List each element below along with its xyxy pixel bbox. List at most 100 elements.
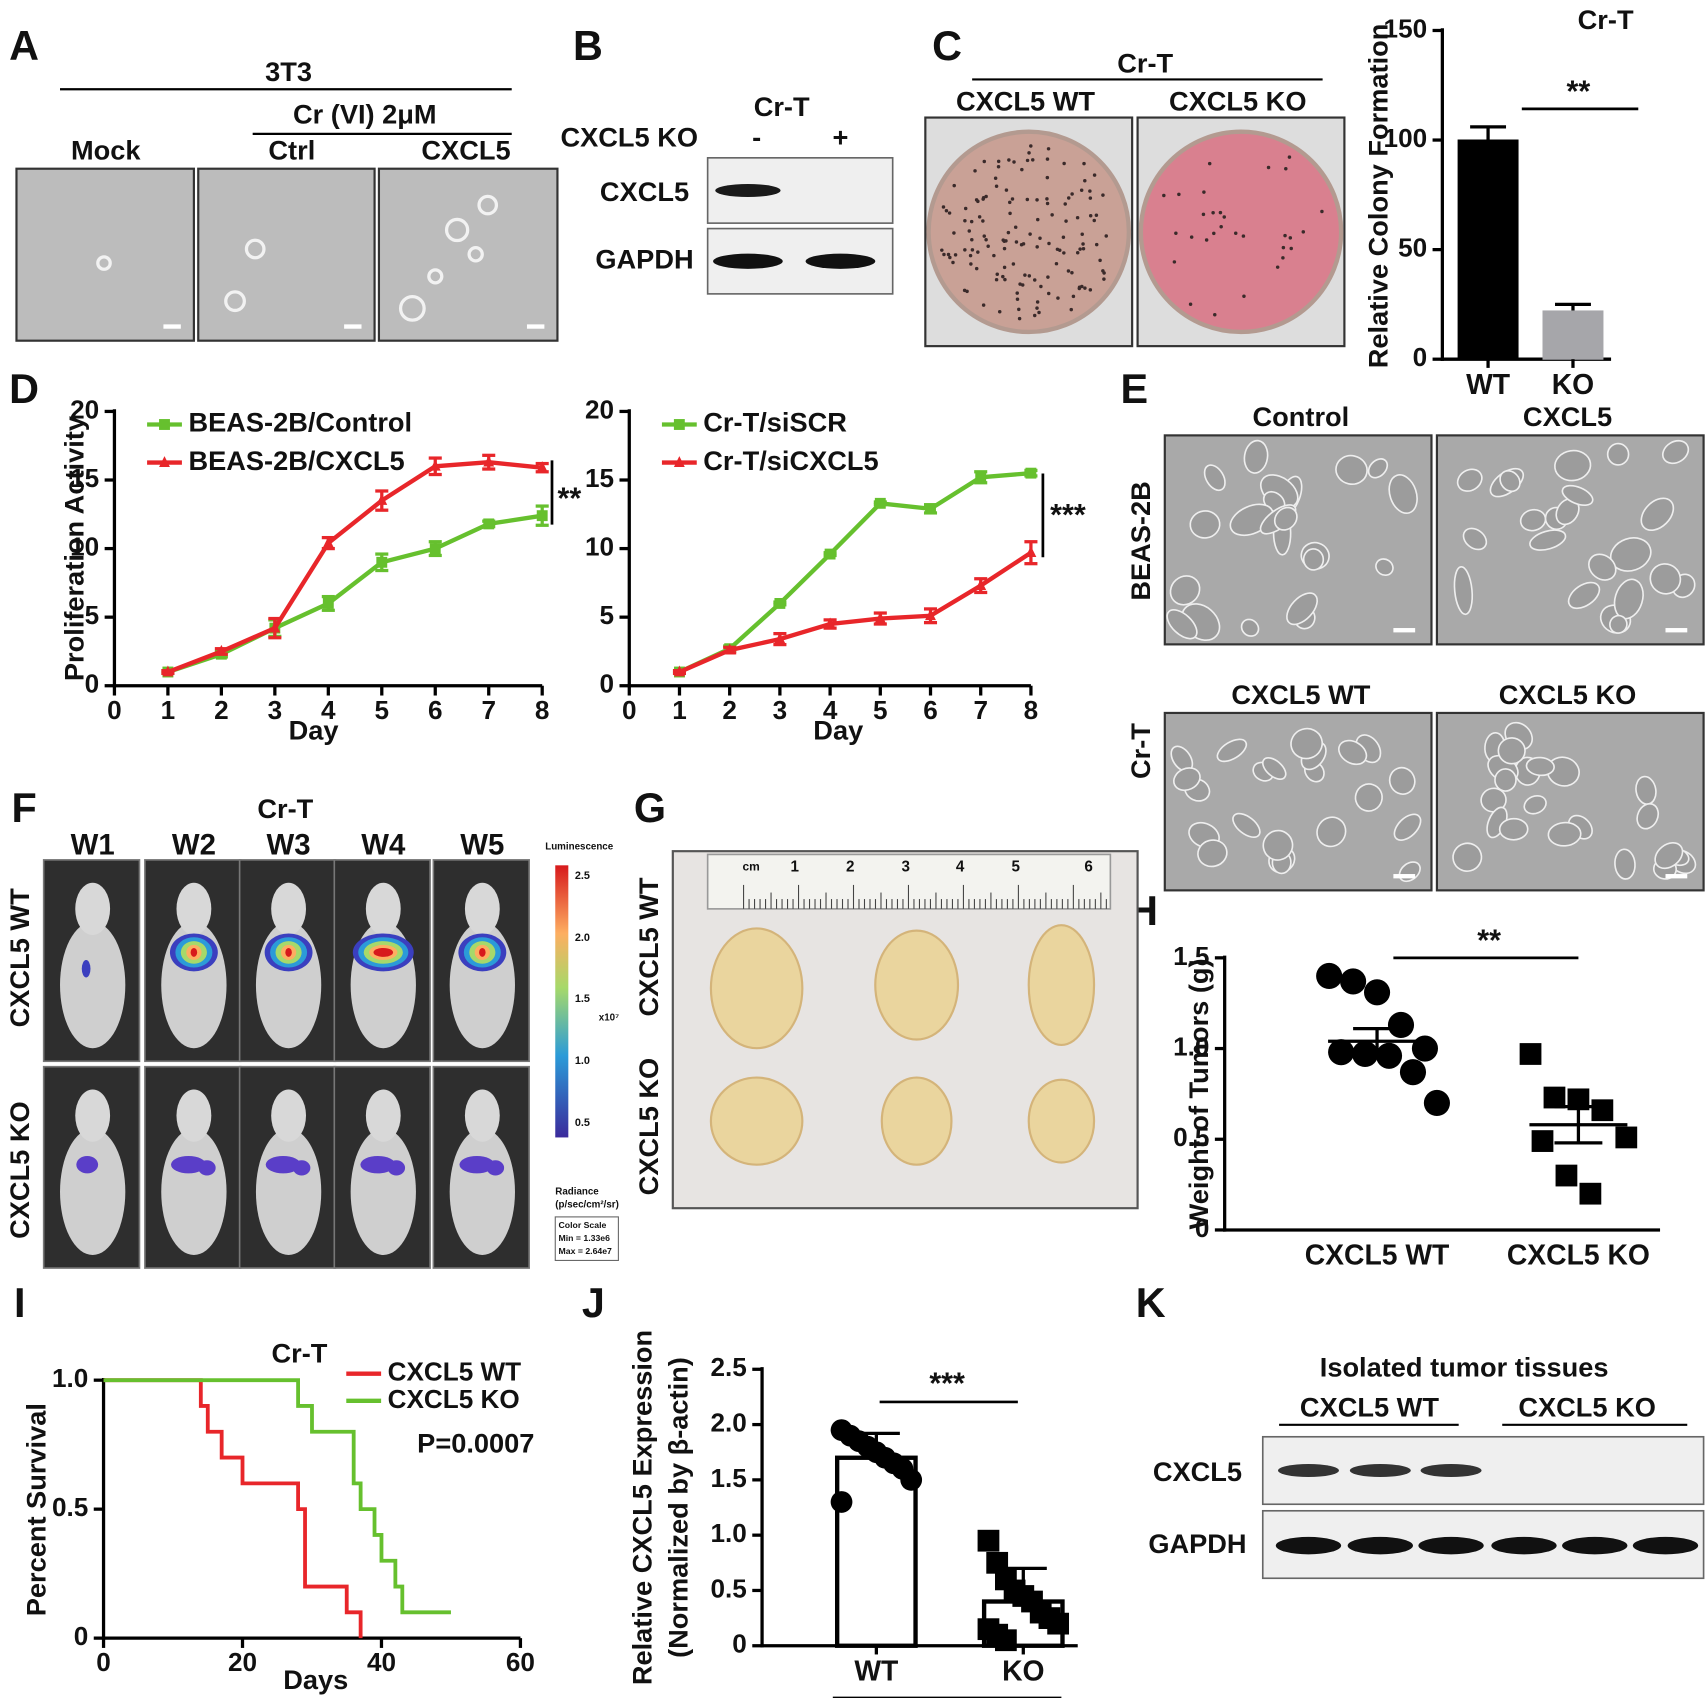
colony <box>952 183 956 188</box>
x-axis-label: Days <box>283 1664 348 1695</box>
x-tick-label: 1 <box>672 695 687 725</box>
cell <box>1189 510 1221 539</box>
legend-marker <box>673 419 685 430</box>
treatment: Cr (VI) 2μM <box>293 99 437 130</box>
x-tick-label: CXCL5 WT <box>1305 1239 1450 1271</box>
y-tick-label: 15 <box>70 463 99 493</box>
colony <box>1104 234 1108 238</box>
colony <box>1069 307 1073 312</box>
colony <box>968 253 973 258</box>
colony <box>224 290 246 313</box>
colorbar-tick: 1.5 <box>575 993 590 1005</box>
colony <box>1020 167 1024 172</box>
cell <box>1316 816 1347 848</box>
marker <box>1025 546 1037 558</box>
colony <box>1023 273 1027 277</box>
colony <box>963 206 968 211</box>
marker <box>975 471 987 483</box>
colony <box>1281 245 1286 250</box>
marker <box>483 518 495 530</box>
colorbar-tick: 2.0 <box>575 932 590 944</box>
marker <box>1340 968 1367 995</box>
marker <box>1567 1088 1590 1111</box>
colony <box>1201 212 1206 217</box>
colony <box>1045 201 1050 206</box>
row-label: CXCL5 WT <box>4 888 35 1027</box>
cell <box>1232 812 1261 839</box>
mouse-head <box>176 882 212 935</box>
annotation: ** <box>1477 924 1501 958</box>
ruler-label: 2 <box>846 859 854 876</box>
y-axis-label: Proliferation Activity <box>59 416 90 681</box>
colony <box>1083 179 1087 183</box>
cell <box>1243 439 1269 474</box>
scale-bar <box>1393 628 1416 633</box>
ruler-label: cm <box>743 860 760 874</box>
panel-letter: E <box>1121 366 1149 412</box>
colony <box>1027 274 1032 278</box>
chart-title: Cr-T <box>272 1337 328 1368</box>
colony <box>477 194 499 216</box>
colony <box>1002 246 1007 251</box>
scale-bar <box>1665 874 1688 879</box>
colony <box>1015 291 1019 295</box>
colony <box>1047 241 1051 246</box>
colony <box>996 159 1001 164</box>
colony <box>1081 242 1085 246</box>
colony <box>1218 210 1223 215</box>
legend-label: BEAS-2B/Control <box>188 407 412 438</box>
marker <box>874 497 886 509</box>
colorbar-multiplier: x10⁷ <box>599 1012 619 1023</box>
colony <box>1037 310 1041 315</box>
dish <box>1138 129 1344 335</box>
week-label: W3 <box>267 829 311 862</box>
panel-letter: F <box>11 785 36 831</box>
colorbar-tick: 0.5 <box>575 1117 590 1129</box>
colony <box>995 272 999 276</box>
marker <box>1519 1043 1542 1065</box>
cell <box>1375 558 1394 577</box>
signal <box>81 960 91 978</box>
colony <box>244 238 266 260</box>
signal <box>360 1155 396 1174</box>
marker <box>830 1491 853 1513</box>
x-tick-label: KO <box>1552 368 1594 400</box>
marker <box>1555 1164 1578 1187</box>
cell <box>1636 802 1660 830</box>
cell <box>1567 581 1601 610</box>
colony <box>1062 251 1066 255</box>
y-axis-label: Weight of Tumors (g) <box>1183 958 1214 1229</box>
colony <box>1222 215 1226 219</box>
colony <box>1288 236 1293 240</box>
band <box>1347 1536 1413 1555</box>
marker <box>824 617 836 629</box>
signal <box>190 947 198 957</box>
panel-letter: D <box>9 366 39 412</box>
scale-bar <box>163 324 181 329</box>
colony <box>1077 285 1082 289</box>
colony <box>1025 197 1030 202</box>
mouse-body <box>350 1128 416 1255</box>
colony <box>1283 233 1287 238</box>
colony <box>1088 189 1092 193</box>
colony <box>1017 316 1022 321</box>
colony <box>970 248 975 252</box>
x-tick-label: WT <box>854 1654 898 1686</box>
x-tick-label: CXCL5 KO <box>1507 1239 1650 1271</box>
series-line <box>167 459 543 675</box>
x-tick-label: 4 <box>823 695 838 725</box>
colorbar-scale: Max = 2.64e7 <box>559 1246 613 1256</box>
marker <box>429 543 441 555</box>
colony <box>1079 188 1084 193</box>
colony <box>1189 235 1194 239</box>
x-tick-label: 60 <box>506 1647 535 1677</box>
band <box>1420 1463 1482 1478</box>
colony <box>1098 258 1102 263</box>
signal <box>387 1160 406 1176</box>
colorbar-tick: 2.5 <box>575 870 590 882</box>
colony <box>1211 210 1215 215</box>
column-label: Control <box>1253 401 1350 432</box>
bar <box>1542 310 1604 360</box>
colorbar-scale: Min = 1.33e6 <box>559 1233 611 1243</box>
cell <box>1338 739 1368 766</box>
